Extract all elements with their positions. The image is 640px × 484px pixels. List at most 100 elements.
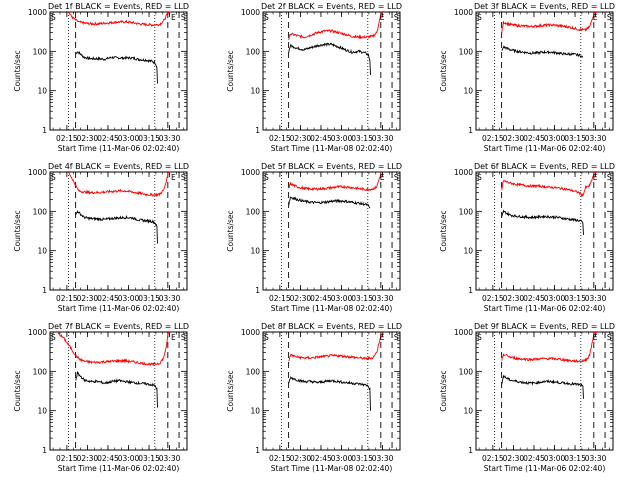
chart-title: Det 9f BLACK = Events, RED = LLD bbox=[474, 322, 615, 331]
x-tick-label: 02:30 bbox=[503, 134, 525, 143]
marker-label-e: E bbox=[380, 333, 385, 342]
plot-frame bbox=[49, 11, 188, 131]
marker-label-s: S bbox=[51, 13, 56, 22]
y-tick-label: 100 bbox=[246, 207, 261, 216]
series-line-lld bbox=[288, 12, 384, 40]
plot-frame bbox=[475, 11, 614, 131]
x-tick-label: 02:45 bbox=[523, 454, 545, 463]
marker-label-e: E bbox=[380, 13, 385, 22]
series-line-lld bbox=[501, 172, 597, 198]
chart-panel-9: Det 9f BLACK = Events, RED = LLD 1 10 100 10… bbox=[439, 322, 615, 473]
marker-label-s: S bbox=[394, 13, 399, 22]
y-tick-label: 100 bbox=[246, 367, 261, 376]
chart-panel-1: Det 1f BLACK = Events, RED = LLD 1 10 100 10… bbox=[13, 2, 189, 153]
series-line-lld bbox=[56, 332, 171, 367]
y-tick-label: 1 bbox=[468, 446, 473, 455]
x-tick-label: 03:00 bbox=[118, 294, 140, 303]
x-tick-label: 02:15 bbox=[482, 294, 504, 303]
x-tick-label: 03:00 bbox=[118, 454, 140, 463]
x-tick-label: 03:30 bbox=[159, 294, 181, 303]
x-tick-label: 03:00 bbox=[331, 454, 353, 463]
y-tick-label: 10 bbox=[37, 87, 47, 96]
marker-label-s: S bbox=[51, 173, 56, 182]
y-tick-label: 10 bbox=[250, 407, 260, 416]
marker-label-s: S bbox=[607, 333, 612, 342]
plot-frame bbox=[49, 331, 188, 451]
x-tick-label: 02:45 bbox=[97, 454, 119, 463]
x-tick-label: 02:15 bbox=[269, 454, 291, 463]
plot-frame bbox=[475, 171, 614, 291]
series-line-events bbox=[501, 45, 584, 58]
series-line-events bbox=[75, 210, 158, 244]
y-axis-label: Counts/sec bbox=[13, 370, 22, 411]
x-tick-label: 02:15 bbox=[56, 454, 78, 463]
x-tick-label: 02:45 bbox=[523, 134, 545, 143]
x-tick-label: 02:45 bbox=[97, 294, 119, 303]
y-tick-label: 1 bbox=[42, 446, 47, 455]
series-line-lld bbox=[68, 172, 171, 198]
y-axis-label: Counts/sec bbox=[439, 50, 448, 91]
y-tick-label: 100 bbox=[459, 367, 474, 376]
chart-title: Det 3f BLACK = Events, RED = LLD bbox=[474, 2, 615, 11]
plot-frame bbox=[475, 331, 614, 451]
y-tick-label: 1000 bbox=[28, 168, 47, 177]
y-tick-label: 1000 bbox=[241, 168, 260, 177]
x-tick-label: 03:00 bbox=[544, 134, 566, 143]
x-tick-label: 03:00 bbox=[331, 134, 353, 143]
x-tick-label: 02:15 bbox=[482, 134, 504, 143]
y-tick-label: 10 bbox=[250, 247, 260, 256]
marker-label-e: E bbox=[593, 13, 598, 22]
y-tick-label: 1000 bbox=[28, 328, 47, 337]
x-tick-label: 02:45 bbox=[97, 134, 119, 143]
y-axis-label: Counts/sec bbox=[226, 210, 235, 251]
marker-label-e: E bbox=[593, 333, 598, 342]
y-tick-label: 100 bbox=[246, 47, 261, 56]
y-axis-label: Counts/sec bbox=[13, 210, 22, 251]
x-axis-label: Start Time (11-Mar-06 02:02:40) bbox=[484, 464, 606, 473]
chart-panel-5: Det 5f BLACK = Events, RED = LLD 1 10 100 10… bbox=[226, 162, 402, 313]
series-line-events bbox=[288, 196, 371, 209]
y-tick-label: 1 bbox=[42, 286, 47, 295]
marker-label-s: S bbox=[264, 13, 269, 22]
x-axis-label: Start Time (11-Mar-08 02:02:40) bbox=[271, 464, 393, 473]
y-tick-label: 100 bbox=[33, 47, 48, 56]
y-tick-label: 1000 bbox=[454, 8, 473, 17]
x-tick-label: 03:00 bbox=[118, 134, 140, 143]
x-tick-label: 02:15 bbox=[269, 294, 291, 303]
x-axis-label: Start Time (11-Mar-08 02:02:40) bbox=[271, 144, 393, 153]
chart-title: Det 1f BLACK = Events, RED = LLD bbox=[48, 2, 189, 11]
x-tick-label: 02:45 bbox=[310, 294, 332, 303]
x-tick-label: 03:15 bbox=[138, 134, 160, 143]
marker-label-s: S bbox=[394, 173, 399, 182]
marker-label-s: S bbox=[181, 333, 186, 342]
x-axis-label: Start Time (11-Mar-06 02:02:40) bbox=[58, 464, 180, 473]
series-line-events bbox=[75, 51, 158, 84]
chart-title: Det 6f BLACK = Events, RED = LLD bbox=[474, 162, 615, 171]
x-tick-label: 03:15 bbox=[564, 134, 586, 143]
y-axis-label: Counts/sec bbox=[226, 50, 235, 91]
x-tick-label: 02:30 bbox=[503, 454, 525, 463]
x-tick-label: 03:15 bbox=[564, 454, 586, 463]
series-line-lld bbox=[288, 332, 384, 362]
chart-panel-8: Det 8f BLACK = Events, RED = LLD 1 10 100 10… bbox=[226, 322, 402, 473]
y-tick-label: 1000 bbox=[28, 8, 47, 17]
marker-label-s: S bbox=[264, 333, 269, 342]
marker-label-s: S bbox=[607, 13, 612, 22]
chart-title: Det 5f BLACK = Events, RED = LLD bbox=[261, 162, 402, 171]
series-line-lld bbox=[288, 172, 384, 192]
chart-panel-3: Det 3f BLACK = Events, RED = LLD 1 10 100 10… bbox=[439, 2, 615, 153]
plot-frame bbox=[262, 11, 401, 131]
x-tick-label: 03:15 bbox=[138, 294, 160, 303]
marker-label-s: S bbox=[51, 333, 56, 342]
y-tick-label: 1000 bbox=[454, 328, 473, 337]
x-tick-label: 02:30 bbox=[290, 134, 312, 143]
y-tick-label: 10 bbox=[463, 407, 473, 416]
series-line-lld bbox=[501, 332, 597, 364]
x-tick-label: 03:30 bbox=[585, 294, 607, 303]
x-tick-label: 02:15 bbox=[56, 294, 78, 303]
series-line-lld bbox=[501, 12, 597, 34]
plot-frame bbox=[49, 171, 188, 291]
chart-panel-2: Det 2f BLACK = Events, RED = LLD 1 10 100 10… bbox=[226, 2, 402, 153]
x-tick-label: 03:15 bbox=[138, 454, 160, 463]
